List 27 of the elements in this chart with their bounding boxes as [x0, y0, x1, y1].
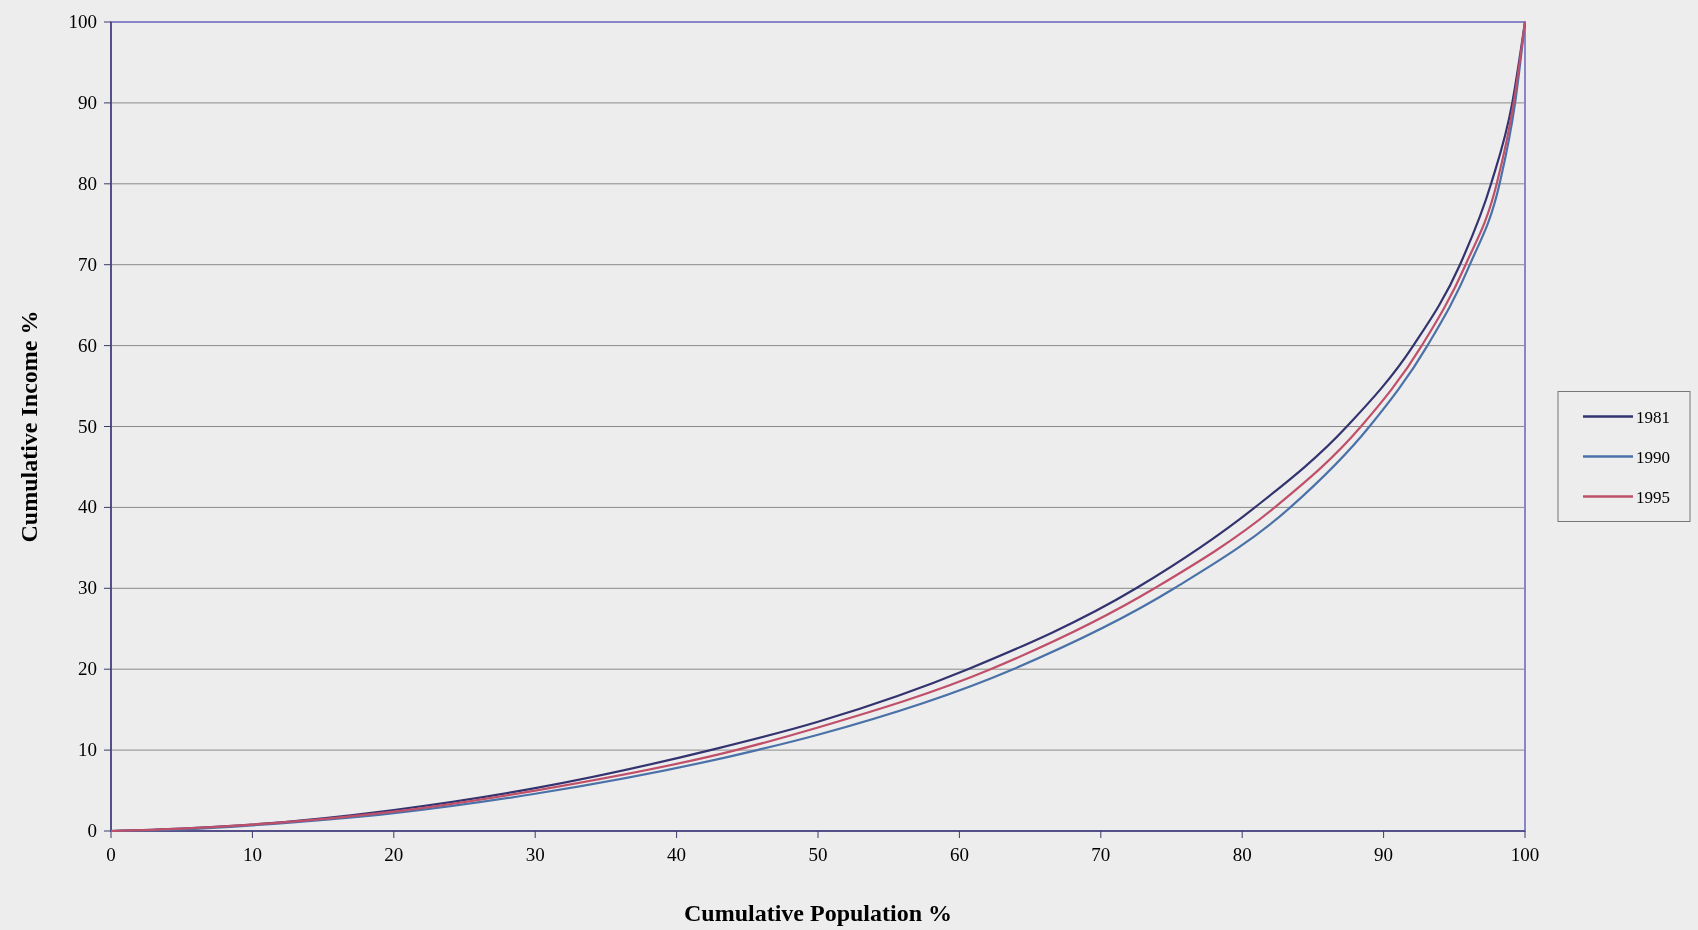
legend-label: 1981 — [1636, 407, 1670, 427]
legend-label: 1990 — [1636, 447, 1670, 467]
y-tick-label: 70 — [78, 253, 97, 275]
x-tick-label: 90 — [1374, 844, 1394, 865]
y-tick-label: 100 — [68, 11, 97, 32]
y-tick-label: 40 — [78, 496, 97, 518]
y-tick-label: 50 — [78, 415, 97, 437]
y-tick-label: 20 — [78, 658, 97, 680]
x-axis-title: Cumulative Population % — [683, 900, 953, 926]
y-axis-title: Cumulative Income % — [16, 310, 42, 543]
x-tick-label: 40 — [667, 844, 687, 865]
x-tick-label: 60 — [949, 844, 969, 865]
y-tick-label: 60 — [78, 334, 97, 356]
y-tick-label: 80 — [78, 172, 97, 194]
y-tick-label: 30 — [78, 577, 97, 599]
x-tick-label: 10 — [242, 844, 262, 865]
x-tick-label: 30 — [525, 844, 545, 865]
y-tick-label: 0 — [87, 820, 97, 841]
x-tick-label: 20 — [384, 844, 404, 865]
x-tick-label: 100 — [1510, 844, 1540, 865]
x-tick-label: 50 — [808, 844, 828, 865]
x-tick-label: 70 — [1091, 844, 1111, 865]
y-tick-label: 10 — [78, 739, 97, 761]
legend-label: 1995 — [1636, 487, 1670, 507]
x-tick-label: 80 — [1232, 844, 1252, 865]
y-tick-label: 90 — [78, 91, 97, 113]
x-tick-label: 0 — [106, 844, 116, 865]
